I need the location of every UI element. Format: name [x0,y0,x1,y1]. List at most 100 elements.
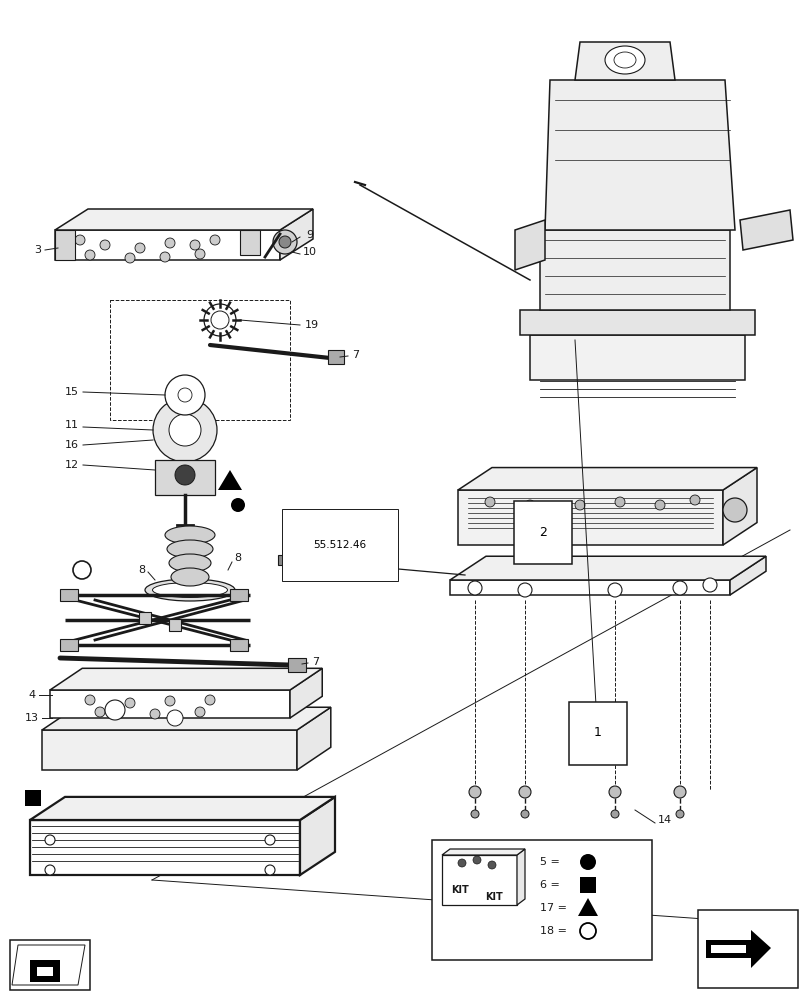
Circle shape [165,375,204,415]
Polygon shape [457,490,722,545]
Text: 11: 11 [65,420,79,430]
Text: 7: 7 [312,657,320,667]
Circle shape [518,786,530,798]
Circle shape [211,311,229,329]
Ellipse shape [613,52,635,68]
Polygon shape [55,209,312,230]
Circle shape [579,923,595,939]
Circle shape [579,854,595,870]
Text: 13: 13 [25,713,39,723]
Bar [60,639,78,651]
Polygon shape [739,210,792,250]
Circle shape [190,240,200,250]
Bar [431,840,651,960]
Polygon shape [30,797,335,820]
Circle shape [85,695,95,705]
Circle shape [45,835,55,845]
Bar [230,589,247,601]
Circle shape [672,581,686,595]
Circle shape [85,250,95,260]
Circle shape [722,498,746,522]
Polygon shape [710,945,745,953]
Polygon shape [30,960,60,982]
Text: 14: 14 [657,815,672,825]
Polygon shape [539,230,729,310]
Polygon shape [519,310,754,335]
Bar [579,877,595,893]
Circle shape [264,835,275,845]
Bar [139,612,151,624]
Circle shape [574,500,584,510]
Circle shape [169,414,201,446]
Circle shape [614,497,624,507]
Circle shape [487,861,496,869]
Circle shape [470,810,478,818]
Circle shape [165,238,175,248]
Polygon shape [722,468,756,545]
Text: 5 =: 5 = [539,857,560,867]
Circle shape [654,500,664,510]
Circle shape [204,695,215,705]
Circle shape [178,388,191,402]
Circle shape [150,709,160,719]
Circle shape [521,810,528,818]
Text: 8: 8 [138,565,145,575]
Text: 19: 19 [305,320,319,330]
Text: 55.512.46: 55.512.46 [313,540,366,550]
Text: 12: 12 [65,460,79,470]
Bar [288,658,306,672]
Circle shape [607,583,621,597]
Text: 15: 15 [65,387,79,397]
Circle shape [160,252,169,262]
Circle shape [279,236,290,248]
Bar [328,350,344,364]
Polygon shape [517,849,525,905]
Circle shape [673,786,685,798]
Circle shape [469,786,480,798]
Circle shape [167,710,182,726]
Circle shape [608,786,620,798]
Polygon shape [42,707,330,730]
Text: 3: 3 [34,245,41,255]
Bar [277,555,298,565]
Text: 17 =: 17 = [539,903,566,913]
Polygon shape [729,556,765,595]
Polygon shape [50,668,322,690]
Polygon shape [217,470,242,490]
Text: 9: 9 [306,230,313,240]
Circle shape [45,865,55,875]
Polygon shape [449,580,729,595]
Text: KIT: KIT [484,892,502,902]
Circle shape [264,865,275,875]
Polygon shape [514,220,544,270]
Polygon shape [42,730,297,770]
Polygon shape [12,945,85,985]
Circle shape [272,230,297,254]
Circle shape [195,707,204,717]
Polygon shape [449,556,765,580]
Circle shape [195,249,204,259]
Text: 1: 1 [594,726,601,740]
Circle shape [484,497,495,507]
Circle shape [125,698,135,708]
Circle shape [689,495,699,505]
Circle shape [517,583,531,597]
Circle shape [73,561,91,579]
Circle shape [610,810,618,818]
Polygon shape [55,230,75,260]
Text: 7: 7 [352,350,359,360]
Ellipse shape [169,554,211,572]
Circle shape [525,500,534,510]
Circle shape [100,240,109,250]
Text: 10: 10 [303,247,316,257]
Ellipse shape [604,46,644,74]
Text: 2: 2 [539,526,547,538]
Text: KIT: KIT [451,885,468,895]
Circle shape [165,696,175,706]
Polygon shape [441,855,517,905]
Polygon shape [155,460,215,495]
Bar [230,639,247,651]
Circle shape [676,810,683,818]
Bar [697,910,797,988]
Polygon shape [574,42,674,80]
